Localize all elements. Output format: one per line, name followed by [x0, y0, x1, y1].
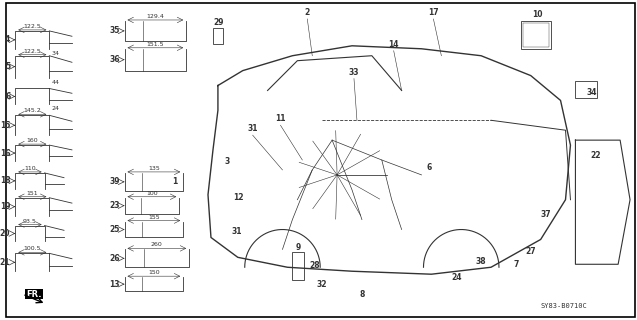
Text: 6: 6 — [427, 164, 432, 172]
Text: 6: 6 — [5, 92, 10, 101]
Text: 14: 14 — [389, 40, 399, 49]
Text: 21: 21 — [0, 258, 10, 267]
Bar — [575, 81, 598, 99]
Text: SY83-B0710C: SY83-B0710C — [541, 303, 587, 309]
Text: 34: 34 — [52, 51, 59, 56]
Text: 160: 160 — [27, 138, 38, 143]
Text: 44: 44 — [52, 80, 59, 84]
Text: 122.5: 122.5 — [24, 24, 41, 29]
Text: 37: 37 — [540, 210, 551, 219]
Text: 28: 28 — [309, 261, 320, 270]
Text: 34: 34 — [586, 88, 597, 97]
Text: 2: 2 — [304, 8, 310, 17]
Text: 260: 260 — [151, 242, 162, 247]
Text: 110: 110 — [24, 166, 36, 171]
Text: 93.5: 93.5 — [23, 219, 37, 224]
Text: 19: 19 — [0, 202, 10, 211]
Text: 26: 26 — [109, 254, 120, 263]
Text: 20: 20 — [0, 229, 10, 238]
Text: 129.4: 129.4 — [147, 14, 164, 19]
Text: FR.: FR. — [26, 290, 42, 299]
Text: 100: 100 — [146, 191, 158, 196]
Text: 25: 25 — [109, 225, 120, 234]
Text: 36: 36 — [109, 55, 120, 64]
Text: 24: 24 — [451, 273, 462, 282]
Text: 122.5: 122.5 — [24, 49, 41, 54]
Text: 31: 31 — [231, 227, 242, 236]
Text: 10: 10 — [533, 10, 543, 19]
Text: 11: 11 — [275, 114, 286, 123]
Text: 151.5: 151.5 — [147, 42, 164, 47]
Bar — [213, 28, 223, 44]
Text: 5: 5 — [5, 62, 10, 71]
Text: 38: 38 — [476, 257, 487, 266]
Text: 3: 3 — [224, 157, 229, 166]
Text: 16: 16 — [0, 148, 10, 157]
Text: FR.: FR. — [26, 290, 42, 299]
Text: 22: 22 — [590, 150, 601, 160]
Text: 8: 8 — [359, 290, 364, 299]
Text: 23: 23 — [109, 201, 120, 210]
Text: 13: 13 — [109, 280, 120, 289]
Text: 9: 9 — [296, 243, 301, 252]
Text: 135: 135 — [148, 166, 160, 171]
Text: 32: 32 — [317, 280, 327, 289]
Text: 27: 27 — [526, 247, 536, 256]
Text: 155: 155 — [148, 215, 160, 220]
Text: 100.5: 100.5 — [24, 246, 41, 252]
Text: 33: 33 — [348, 68, 359, 77]
Text: 24: 24 — [52, 106, 59, 111]
Text: 18: 18 — [0, 176, 10, 185]
Text: 151: 151 — [27, 191, 38, 196]
Text: 12: 12 — [234, 193, 244, 202]
Text: 31: 31 — [247, 124, 258, 133]
Text: 17: 17 — [428, 8, 439, 17]
Bar — [521, 21, 550, 49]
Text: 145.2: 145.2 — [24, 108, 41, 113]
Bar — [292, 252, 304, 280]
Text: 29: 29 — [213, 19, 224, 28]
Text: 39: 39 — [109, 177, 120, 186]
Text: 35: 35 — [109, 27, 120, 36]
Text: 7: 7 — [513, 260, 519, 269]
Text: 15: 15 — [0, 121, 10, 130]
Text: 150: 150 — [148, 270, 160, 275]
Text: 4: 4 — [5, 35, 10, 44]
Text: 1: 1 — [173, 177, 178, 186]
